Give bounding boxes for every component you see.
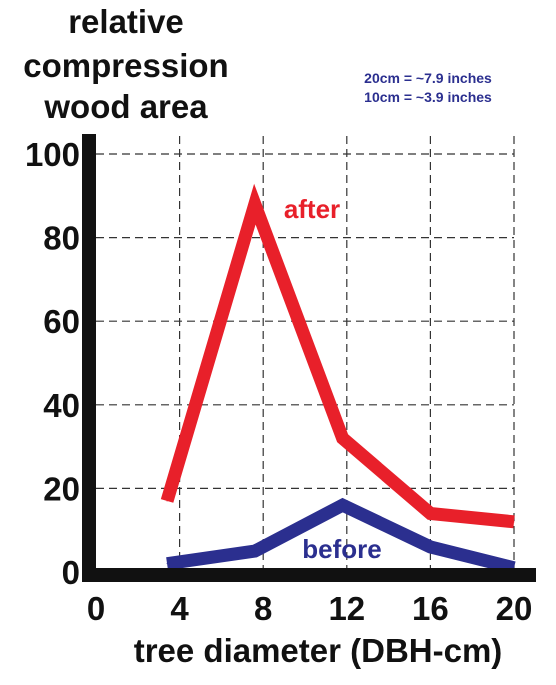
- x-tick-label-12: 12: [328, 590, 365, 627]
- data-point-after-0: [166, 500, 168, 502]
- data-point-after-2: [342, 437, 344, 439]
- y-tick-label-60: 60: [43, 303, 80, 340]
- title-line-3: wood area: [43, 88, 208, 125]
- conversion-note-1: 20cm = ~7.9 inches: [364, 70, 492, 86]
- series-label-before: before: [302, 534, 381, 564]
- x-axis-label: tree diameter (DBH-cm): [134, 632, 503, 669]
- data-point-before-3: [429, 546, 431, 548]
- data-point-before-2: [342, 504, 344, 506]
- data-point-after-3: [429, 512, 431, 514]
- conversion-note-2: 10cm = ~3.9 inches: [364, 89, 492, 105]
- series-line-after: [160, 183, 515, 529]
- conversion-notes: 20cm = ~7.9 inches 10cm = ~3.9 inches: [364, 70, 492, 105]
- series-labels: after before: [284, 194, 382, 564]
- x-axis-label-group: tree diameter (DBH-cm): [134, 632, 503, 669]
- axes: [82, 134, 536, 582]
- y-tick-label-40: 40: [43, 387, 80, 424]
- title-line-2: compression: [23, 47, 228, 84]
- chart-title: relative compression wood area: [23, 3, 228, 125]
- data-point-before-0: [166, 563, 168, 565]
- data-point-after-4: [513, 521, 515, 523]
- x-tick-label-20: 20: [496, 590, 533, 627]
- x-tick-label-16: 16: [412, 590, 449, 627]
- x-tick-label-4: 4: [170, 590, 189, 627]
- series-lines: [160, 183, 516, 575]
- y-tick-label-80: 80: [43, 220, 80, 257]
- data-point-after-1: [254, 203, 256, 205]
- y-tick-labels: 0 20 40 60 80 100: [25, 136, 80, 591]
- title-line-1: relative: [68, 3, 184, 40]
- y-tick-label-100: 100: [25, 136, 80, 173]
- x-tick-label-0: 0: [87, 590, 105, 627]
- y-tick-label-0: 0: [62, 554, 80, 591]
- x-tick-label-8: 8: [254, 590, 272, 627]
- x-tick-labels: 0 4 8 12 16 20: [87, 590, 533, 627]
- series-label-after: after: [284, 194, 340, 224]
- y-tick-label-20: 20: [43, 470, 80, 507]
- data-point-before-1: [254, 550, 256, 552]
